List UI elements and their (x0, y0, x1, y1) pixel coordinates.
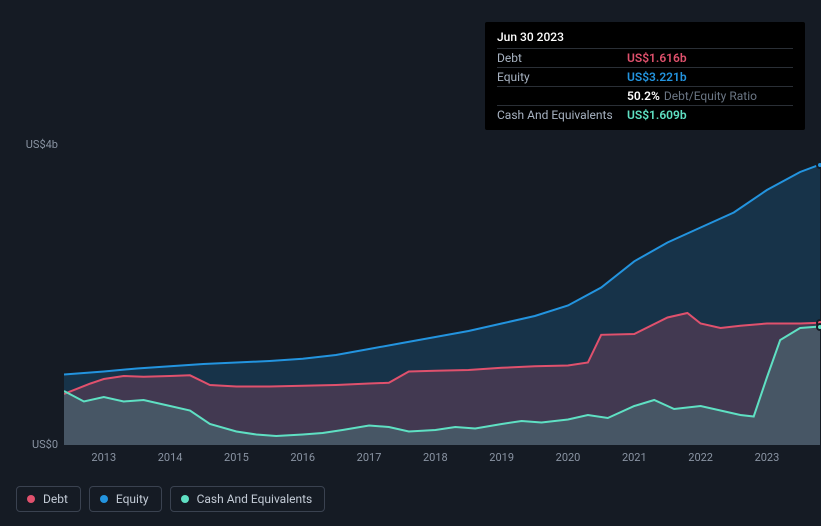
tooltip-metric-value: US$3.221b (627, 70, 687, 84)
legend-item[interactable]: Debt (16, 486, 81, 512)
series-endpoint (816, 161, 821, 169)
legend-dot-icon (100, 495, 108, 503)
x-axis-label: 2018 (423, 451, 448, 464)
tooltip-row: EquityUS$3.221b (497, 67, 793, 86)
y-axis-label: US$0 (16, 438, 58, 451)
tooltip-row: Cash And EquivalentsUS$1.609b (497, 105, 793, 124)
legend-dot-icon (27, 495, 35, 503)
y-axis-label: US$4b (16, 138, 58, 151)
x-axis-label: 2022 (688, 451, 713, 464)
tooltip-metric-label (497, 89, 627, 103)
tooltip-date: Jun 30 2023 (497, 28, 793, 48)
tooltip-row: 50.2% Debt/Equity Ratio (497, 86, 793, 105)
tooltip-metric-label: Debt (497, 51, 627, 65)
series-endpoint (816, 323, 821, 331)
chart-tooltip: Jun 30 2023 DebtUS$1.616bEquityUS$3.221b… (485, 22, 805, 130)
chart-plot-area[interactable] (64, 145, 820, 445)
x-axis-label: 2023 (755, 451, 780, 464)
tooltip-metric-label: Cash And Equivalents (497, 108, 627, 122)
tooltip-metric-label: Equity (497, 70, 627, 84)
x-axis-label: 2019 (489, 451, 514, 464)
tooltip-metric-value: 50.2% (627, 89, 660, 103)
legend-item[interactable]: Cash And Equivalents (170, 486, 326, 512)
x-axis-label: 2021 (622, 451, 647, 464)
x-axis-label: 2020 (556, 451, 581, 464)
x-axis-label: 2014 (158, 451, 183, 464)
tooltip-extra-text: Debt/Equity Ratio (664, 89, 757, 103)
tooltip-metric-value: US$1.609b (627, 108, 687, 122)
tooltip-row: DebtUS$1.616b (497, 48, 793, 67)
legend-item[interactable]: Equity (89, 486, 162, 512)
x-axis-label: 2013 (91, 451, 116, 464)
legend-label: Equity (116, 492, 149, 506)
chart-svg (64, 145, 820, 445)
x-axis-label: 2015 (224, 451, 249, 464)
legend-label: Debt (43, 492, 68, 506)
chart-container: Jun 30 2023 DebtUS$1.616bEquityUS$3.221b… (16, 0, 805, 526)
legend-label: Cash And Equivalents (197, 492, 313, 506)
x-axis-label: 2017 (357, 451, 382, 464)
chart-legend: Debt Equity Cash And Equivalents (16, 486, 325, 512)
legend-dot-icon (181, 495, 189, 503)
tooltip-metric-value: US$1.616b (627, 51, 687, 65)
x-axis-label: 2016 (290, 451, 315, 464)
